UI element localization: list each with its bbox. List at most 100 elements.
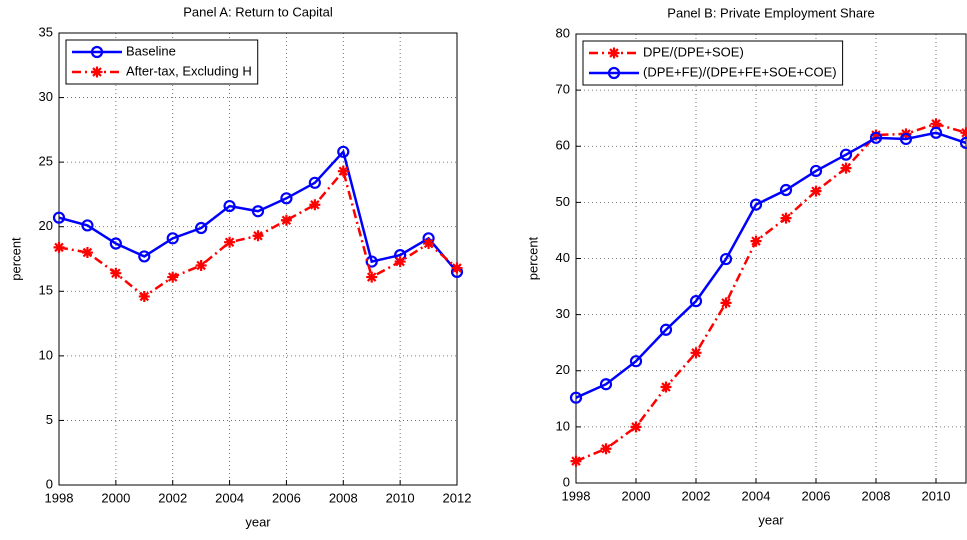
marker bbox=[91, 66, 103, 78]
marker bbox=[109, 237, 122, 250]
marker bbox=[423, 238, 435, 250]
marker bbox=[930, 118, 942, 130]
x-tick-label: 2008 bbox=[862, 488, 891, 503]
y-tick-label: 20 bbox=[39, 218, 53, 233]
marker bbox=[570, 455, 582, 467]
chart-title: Panel A: Return to Capital bbox=[183, 4, 333, 19]
marker bbox=[690, 347, 702, 359]
marker bbox=[960, 127, 967, 139]
legend-label: DPE/(DPE+SOE) bbox=[643, 44, 744, 59]
y-tick-label: 0 bbox=[563, 474, 570, 489]
marker bbox=[840, 162, 852, 174]
y-tick-label: 50 bbox=[556, 194, 570, 209]
marker bbox=[720, 297, 732, 309]
marker bbox=[600, 443, 612, 455]
legend-label: Baseline bbox=[126, 43, 176, 58]
marker bbox=[750, 235, 762, 247]
series-line bbox=[575, 131, 967, 399]
x-tick-label: 2010 bbox=[922, 488, 951, 503]
x-tick-label: 1998 bbox=[562, 488, 591, 503]
x-tick-label: 2008 bbox=[329, 490, 358, 505]
marker bbox=[251, 205, 265, 218]
x-axis-label: year bbox=[758, 512, 784, 527]
legend: DPE/(DPE+SOE) (DPE+FE)/(DPE+FE+SOE+COE) bbox=[582, 40, 844, 86]
y-tick-label: 35 bbox=[39, 24, 53, 39]
x-tick-label: 2000 bbox=[101, 490, 130, 505]
marker bbox=[719, 252, 733, 266]
marker bbox=[224, 236, 236, 248]
marker bbox=[280, 192, 293, 205]
marker bbox=[959, 136, 967, 149]
x-tick-label: 1998 bbox=[45, 490, 74, 505]
marker bbox=[90, 45, 104, 59]
marker bbox=[138, 290, 150, 302]
marker bbox=[394, 256, 406, 268]
marker bbox=[81, 219, 94, 232]
y-tick-label: 30 bbox=[556, 306, 570, 321]
marker bbox=[166, 232, 179, 245]
y-axis-label: percent bbox=[8, 237, 23, 281]
marker bbox=[608, 47, 620, 59]
marker bbox=[366, 271, 378, 283]
series-line bbox=[575, 122, 967, 463]
marker bbox=[810, 185, 822, 197]
marker bbox=[629, 355, 643, 368]
marker bbox=[929, 126, 943, 139]
marker bbox=[167, 271, 179, 283]
marker bbox=[451, 262, 463, 274]
y-axis-label: percent bbox=[525, 236, 540, 280]
marker bbox=[899, 132, 913, 146]
marker bbox=[252, 230, 264, 242]
marker bbox=[660, 381, 672, 393]
marker bbox=[53, 241, 65, 253]
series-line bbox=[58, 149, 458, 273]
marker bbox=[607, 66, 621, 80]
y-tick-label: 60 bbox=[556, 138, 570, 153]
chart-title: Panel B: Private Employment Share bbox=[667, 5, 874, 20]
y-tick-label: 0 bbox=[46, 476, 53, 491]
marker bbox=[809, 164, 823, 178]
marker bbox=[195, 221, 208, 235]
plot-frame bbox=[58, 32, 458, 486]
y-tick-label: 70 bbox=[556, 82, 570, 97]
marker bbox=[223, 199, 236, 213]
x-tick-label: 2002 bbox=[158, 490, 187, 505]
marker bbox=[630, 421, 642, 433]
y-tick-label: 80 bbox=[556, 25, 570, 40]
legend-label: After-tax, Excluding H bbox=[126, 63, 252, 78]
x-tick-label: 2002 bbox=[682, 488, 711, 503]
y-tick-label: 10 bbox=[556, 418, 570, 433]
legend-box bbox=[582, 40, 844, 86]
x-tick-label: 2010 bbox=[386, 490, 415, 505]
marker bbox=[309, 199, 321, 211]
marker bbox=[599, 378, 613, 391]
x-tick-label: 2004 bbox=[215, 490, 244, 505]
marker bbox=[308, 176, 321, 189]
marker bbox=[869, 131, 883, 144]
marker bbox=[337, 165, 349, 177]
x-tick-label: 2004 bbox=[742, 488, 771, 503]
legend-label: (DPE+FE)/(DPE+FE+SOE+COE) bbox=[643, 64, 837, 79]
y-tick-label: 20 bbox=[556, 362, 570, 377]
y-tick-label: 5 bbox=[46, 412, 53, 427]
y-tick-label: 15 bbox=[39, 283, 53, 298]
marker bbox=[138, 250, 151, 263]
legend: Baseline After-tax, Excluding H bbox=[65, 39, 259, 85]
x-tick-label: 2000 bbox=[622, 488, 651, 503]
x-tick-label: 2006 bbox=[272, 490, 301, 505]
y-tick-label: 40 bbox=[556, 250, 570, 265]
x-tick-label: 2012 bbox=[443, 490, 472, 505]
marker bbox=[337, 145, 350, 158]
marker bbox=[839, 148, 853, 161]
plot-frame bbox=[575, 33, 967, 484]
marker bbox=[870, 129, 882, 141]
x-axis-label: year bbox=[245, 514, 271, 529]
marker bbox=[280, 214, 292, 226]
marker bbox=[52, 211, 66, 224]
marker bbox=[195, 259, 207, 271]
marker bbox=[779, 183, 793, 197]
y-tick-label: 30 bbox=[39, 89, 53, 104]
marker bbox=[81, 247, 93, 259]
marker bbox=[749, 198, 763, 211]
